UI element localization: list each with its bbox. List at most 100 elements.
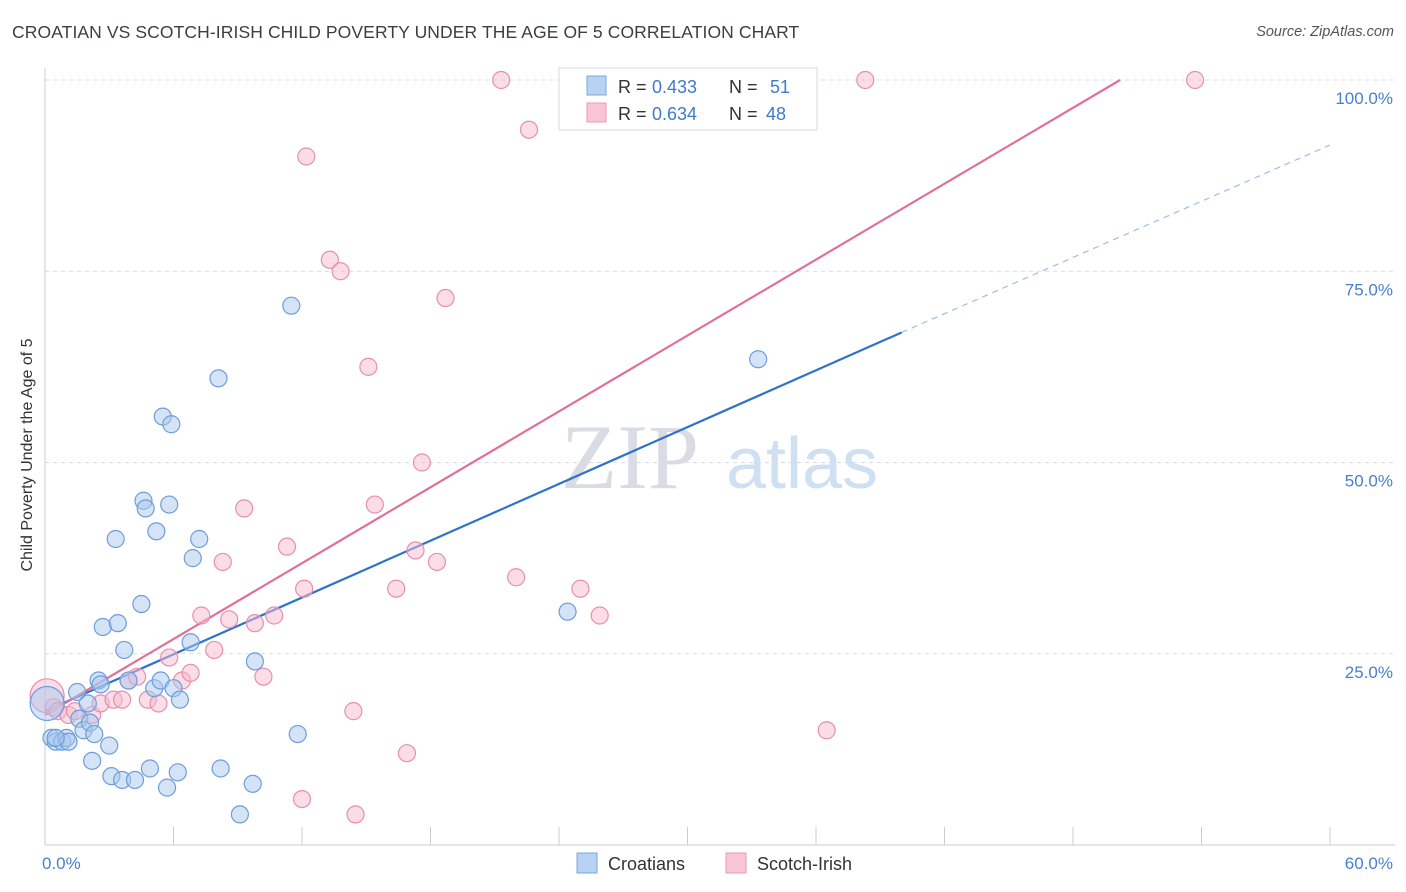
croatians-point [245,652,264,671]
croatians-point [46,728,65,748]
croatians-point [749,350,768,369]
source-label: Source: ZipAtlas.com [1256,24,1394,40]
chart-title: CROATIAN VS SCOTCH-IRISH CHILD POVERTY U… [12,22,800,42]
croatians-point [100,736,119,755]
croatians-point [243,774,262,793]
scotch-irish-point [265,606,284,625]
croatians-point [558,602,577,621]
legend-swatch-scotch-irish [586,102,607,123]
bottom-legend: Croatians Scotch-Irish [576,852,852,874]
legend-r-value-1: 0.433 [652,77,697,97]
croatians-trend-extension [901,144,1331,333]
croatians-point [147,522,166,541]
croatians-point [132,594,151,614]
y-tick-label: 75.0% [1345,280,1393,299]
scotch-irish-point [192,606,211,625]
croatians-point [119,671,138,690]
scotch-irish-point [149,694,168,713]
scotch-irish-point [320,250,339,269]
legend-n-label-2: N = [729,104,758,124]
bottom-legend-swatch-croatians [576,852,598,874]
croatians-point [85,724,104,744]
scotch-irish-point [213,552,232,572]
bottom-legend-swatch-scotch-irish [725,852,747,874]
y-tick-label: 100.0% [1335,89,1393,108]
croatians-point [140,759,160,778]
croatians-point [168,763,187,782]
axes [44,68,1395,846]
scotch-irish-point [160,648,179,667]
watermark-zip: ZIP [561,406,699,508]
croatians-points [29,296,768,824]
croatians-point [106,529,125,549]
croatians-point [211,759,230,778]
scotch-irish-point [346,805,365,824]
croatians-point [136,499,155,518]
legend-n-label-1: N = [729,77,758,97]
scotch-irish-point [427,552,447,572]
bottom-legend-scotch-irish: Scotch-Irish [757,854,852,874]
legend-r-value-2: 0.634 [652,104,697,124]
scotch-irish-point [254,667,273,686]
croatians-point [108,614,127,633]
scotch-irish-point [365,495,384,514]
y-tick-label: 50.0% [1345,472,1393,491]
scotch-irish-point [397,744,417,763]
scotch-irish-point [856,70,875,90]
legend-n-value-2: 48 [766,104,786,124]
croatians-point [157,778,177,797]
scotch-irish-point [235,499,254,518]
croatians-point [190,529,209,549]
scotch-irish-point [406,541,425,560]
bottom-legend-croatians: Croatians [608,854,685,874]
scotch-irish-point [590,606,609,625]
scotch-irish-point [295,579,314,598]
scotch-irish-points [29,70,1205,824]
scotch-irish-point [181,663,200,682]
croatians-point [209,369,228,388]
croatians-point [170,690,190,709]
scotch-irish-point [220,610,239,629]
croatians-point [181,633,200,652]
croatians-point [162,415,181,434]
scotch-irish-point [359,357,378,376]
x-tick-label: 60.0% [1345,854,1393,873]
scotch-irish-point [277,537,297,556]
croatians-point [83,751,102,770]
tick-labels: 25.0% 50.0% 75.0% 100.0% 0.0% 60.0% [42,89,1393,873]
watermark-atlas: atlas [726,424,878,504]
legend-box: R = 0.433 N = 51 R = 0.634 N = 48 [558,67,818,131]
scotch-irish-point [436,288,455,308]
scotch-irish-point [205,640,224,660]
croatians-point [230,805,249,824]
croatians-point [183,549,202,568]
legend-r-label-1: R = [618,77,647,97]
croatians-point [160,495,179,514]
scotch-irish-point [245,614,264,633]
y-tick-label: 25.0% [1345,663,1393,682]
scotch-irish-point [492,70,511,90]
scotch-irish-point [817,721,836,740]
croatians-point [125,770,145,790]
croatians-point [93,617,112,637]
croatians-point [91,675,110,694]
scotch-irish-point [387,579,406,598]
scotch-irish-point [292,789,312,809]
scotch-irish-point [344,702,363,721]
legend-swatch-croatians [586,75,607,96]
watermark: ZIP atlas [561,406,878,508]
croatians-point [78,694,97,713]
legend-r-label-2: R = [618,104,647,124]
croatians-point [282,296,301,315]
scotch-irish-point [507,568,526,587]
scotch-irish-point [1185,70,1205,90]
croatians-point [288,724,307,744]
scotch-irish-point [412,453,432,472]
legend-n-value-1: 51 [770,77,790,97]
scotch-irish-point [112,690,132,709]
x-tick-label: 0.0% [42,854,81,873]
scotch-irish-point [297,147,316,166]
scotch-irish-point [519,120,539,139]
scotch-irish-point [331,262,350,281]
